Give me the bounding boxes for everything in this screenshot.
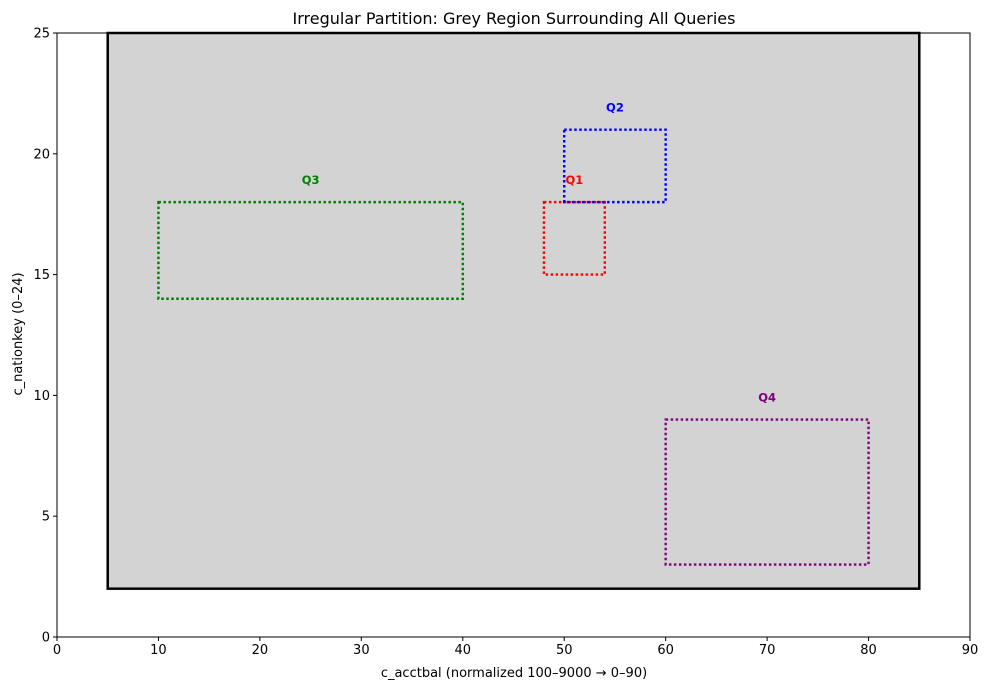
x-axis: 0 10 20 30 40 50 60 70 80 90 [53,637,978,658]
x-tick-label: 90 [962,643,979,658]
query-label-q4: Q4 [758,390,776,404]
x-tick-label: 10 [150,643,167,658]
grey-region [106,31,921,590]
query-rect-q4 [664,418,870,566]
x-tick-label: 0 [53,643,61,658]
y-tick-label: 10 [33,389,50,404]
query-rect-q2 [563,128,667,204]
axes-frame [56,32,971,638]
y-tick-label: 25 [33,27,50,42]
x-tick-label: 60 [657,643,674,658]
x-tick-label: 20 [252,643,269,658]
x-axis-label: c_acctbal (normalized 100–9000 → 0–90) [381,666,647,681]
query-label-q1: Q1 [565,173,583,187]
x-tick-label: 50 [556,643,573,658]
query-label-q3: Q3 [302,173,320,187]
x-tick-label: 80 [860,643,877,658]
x-tick-label: 40 [455,643,472,658]
y-tick-label: 15 [33,268,50,283]
y-tick-label: 5 [42,510,50,525]
y-tick-label: 0 [42,631,50,646]
plot-area: Q1 Q2 Q3 Q4 [106,31,921,590]
y-axis-label: c_nationkey (0–24) [11,272,26,395]
y-tick-label: 20 [33,147,50,162]
y-axis: 0 5 10 15 20 25 [33,27,57,646]
query-label-q2: Q2 [606,101,624,115]
x-tick-label: 70 [759,643,776,658]
chart-title: Irregular Partition: Grey Region Surroun… [293,9,736,28]
query-rect-q3 [157,200,464,300]
x-tick-label: 30 [353,643,370,658]
